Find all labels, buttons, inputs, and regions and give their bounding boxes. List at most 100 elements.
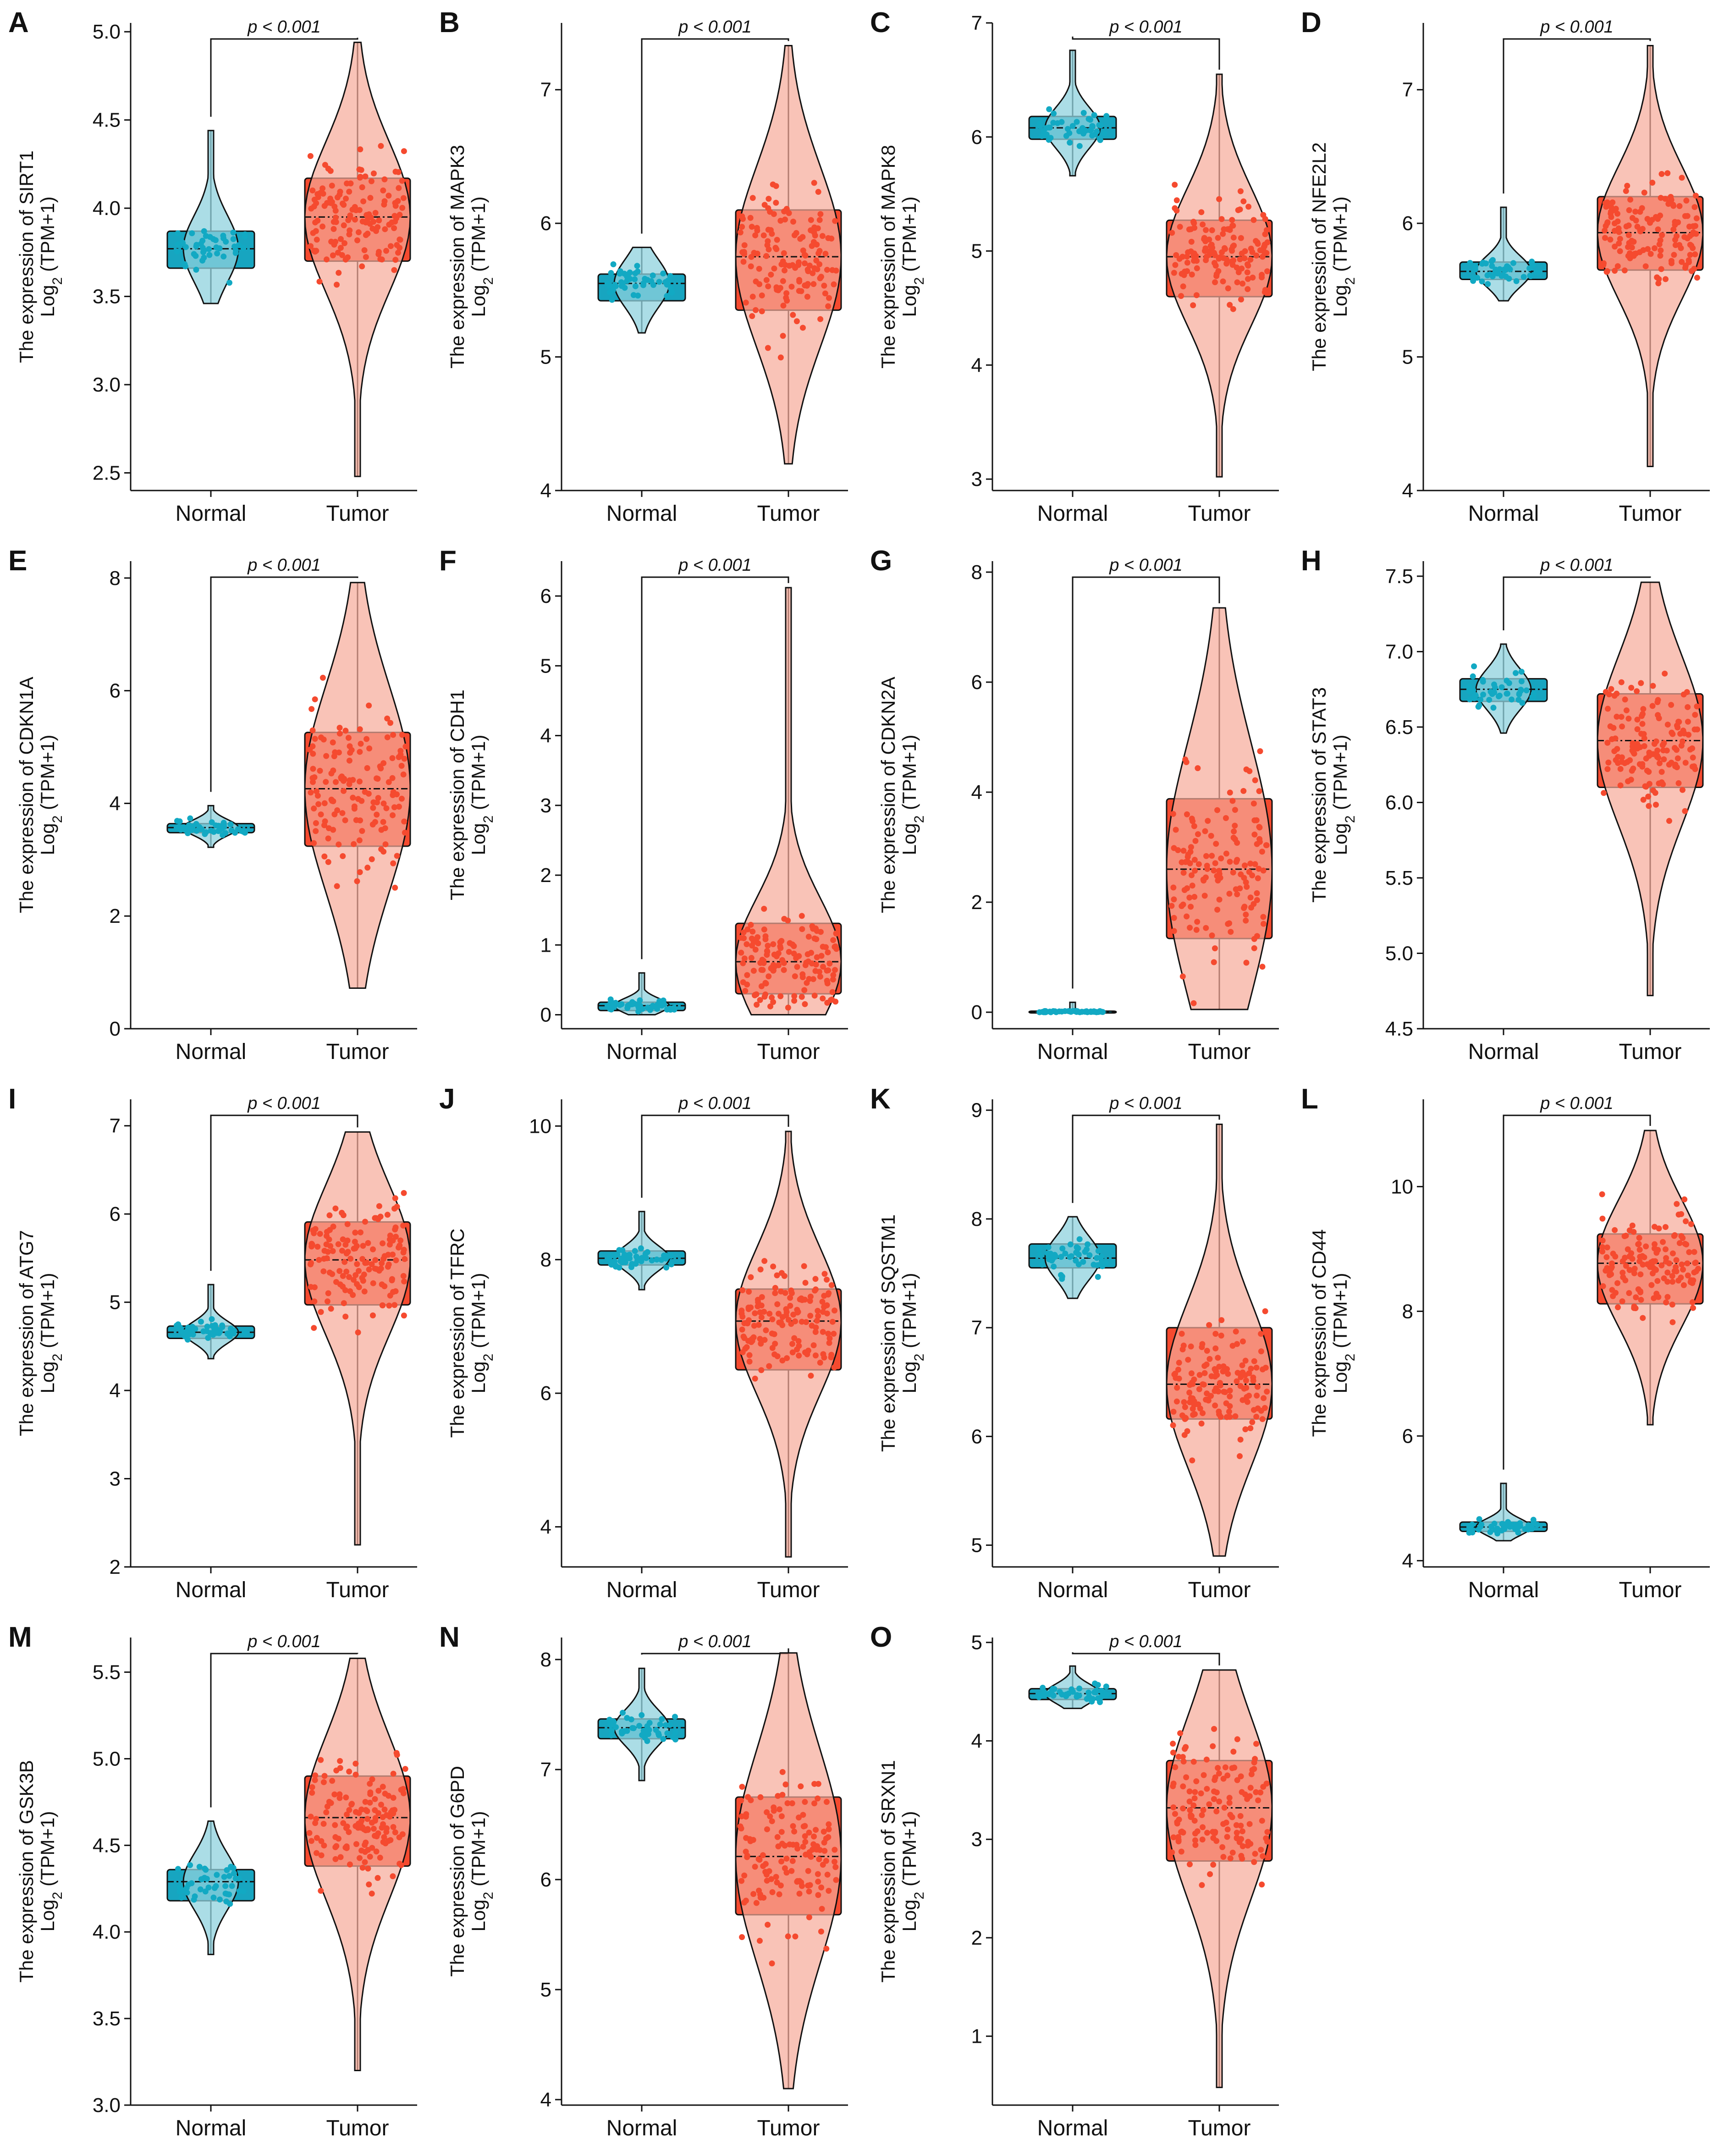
tumor-point — [774, 1272, 780, 1279]
y-tick-label: 4 — [540, 2089, 551, 2111]
tumor-point — [326, 1269, 333, 1276]
tumor-point — [332, 1822, 338, 1828]
tumor-point — [1605, 759, 1612, 766]
tumor-point — [815, 1871, 821, 1877]
tumor-point — [1210, 1829, 1216, 1835]
tumor-point — [341, 1300, 347, 1307]
normal-point — [1479, 278, 1485, 285]
tumor-point — [1631, 251, 1638, 257]
normal-point — [628, 1716, 634, 1723]
tumor-point — [813, 936, 820, 943]
tumor-point — [832, 1847, 838, 1853]
tumor-point — [753, 939, 760, 945]
tumor-point — [760, 967, 766, 973]
tumor-point — [332, 1834, 339, 1840]
tumor-point — [758, 1340, 764, 1347]
tumor-point — [781, 250, 787, 256]
normal-group — [166, 1820, 255, 1955]
unit-prefix: Log — [37, 285, 58, 317]
normal-point — [649, 1004, 655, 1010]
normal-point — [231, 1870, 237, 1876]
x-category-label: Tumor — [1619, 1040, 1682, 1064]
tumor-point — [1257, 247, 1263, 254]
tumor-point — [400, 1790, 407, 1797]
tumor-point — [1210, 1743, 1216, 1749]
tumor-point — [400, 1222, 407, 1229]
normal-point — [1047, 1009, 1054, 1015]
normal-point — [670, 1734, 676, 1740]
tumor-point — [1176, 1360, 1182, 1366]
tumor-point — [314, 191, 321, 197]
tumor-point — [362, 1219, 369, 1225]
tumor-point — [375, 1787, 382, 1794]
normal-point — [1040, 1692, 1047, 1698]
tumor-point — [1674, 724, 1681, 731]
tumor-point — [1174, 1384, 1180, 1391]
tumor-point — [1681, 1196, 1688, 1202]
tumor-point — [831, 1364, 837, 1371]
tumor-point — [336, 1268, 343, 1274]
tumor-point — [1170, 1422, 1176, 1428]
tumor-point — [758, 1367, 765, 1373]
tumor-point — [1181, 887, 1188, 893]
tumor-point — [1179, 859, 1185, 866]
tumor-point — [791, 998, 798, 1004]
tumor-point — [370, 805, 376, 811]
unit-subscript: 2 — [481, 816, 496, 823]
tumor-point — [1603, 1254, 1610, 1260]
normal-group — [1459, 643, 1548, 734]
tumor-point — [1193, 292, 1200, 298]
tumor-point — [1625, 778, 1631, 784]
tumor-point — [340, 1273, 346, 1279]
tumor-point — [781, 208, 788, 215]
tumor-point — [1183, 1744, 1189, 1750]
normal-point — [235, 826, 241, 833]
tumor-point — [370, 1280, 376, 1286]
tumor-point — [771, 951, 777, 958]
tumor-point — [1622, 1277, 1629, 1284]
panel-letter: B — [439, 7, 460, 39]
tumor-point — [1256, 836, 1263, 842]
tumor-point — [350, 794, 356, 801]
normal-point — [1064, 126, 1071, 132]
tumor-point — [1200, 877, 1206, 883]
tumor-point — [811, 1800, 818, 1807]
tumor-point — [379, 1260, 385, 1267]
tumor-point — [761, 1337, 768, 1343]
normal-point — [672, 1729, 678, 1736]
tumor-point — [796, 288, 802, 294]
tumor-point — [1614, 210, 1620, 217]
tumor-point — [1244, 883, 1250, 890]
tumor-point — [1675, 1211, 1682, 1218]
tumor-point — [740, 960, 746, 966]
tumor-point — [810, 270, 816, 276]
tumor-point — [1641, 735, 1647, 742]
tumor-point — [1192, 1842, 1199, 1848]
tumor-point — [777, 1882, 784, 1889]
unit-prefix: Log — [468, 823, 489, 855]
tumor-point — [1179, 973, 1186, 980]
normal-point — [1504, 690, 1510, 697]
tumor-point — [1169, 1849, 1175, 1856]
p-value-label: p < 0.001 — [247, 556, 321, 575]
tumor-point — [766, 196, 772, 202]
normal-point — [1070, 1008, 1076, 1014]
tumor-point — [375, 1875, 381, 1881]
normal-point — [1096, 1697, 1103, 1703]
tumor-point — [763, 1327, 769, 1334]
normal-point — [610, 261, 617, 267]
tumor-point — [308, 1284, 314, 1290]
tumor-point — [1650, 683, 1656, 689]
tumor-point — [341, 240, 347, 247]
tumor-point — [743, 1811, 749, 1817]
tumor-point — [818, 953, 825, 959]
tumor-point — [758, 1314, 765, 1321]
tumor-point — [1263, 842, 1270, 849]
y-tick-label: 5.0 — [93, 21, 121, 43]
tumor-point — [313, 820, 319, 827]
tumor-point — [826, 960, 833, 967]
tumor-point — [1217, 1414, 1224, 1420]
tumor-point — [769, 994, 775, 1001]
y-tick-label: 4 — [540, 480, 551, 502]
x-category-label: Tumor — [1188, 2116, 1251, 2140]
